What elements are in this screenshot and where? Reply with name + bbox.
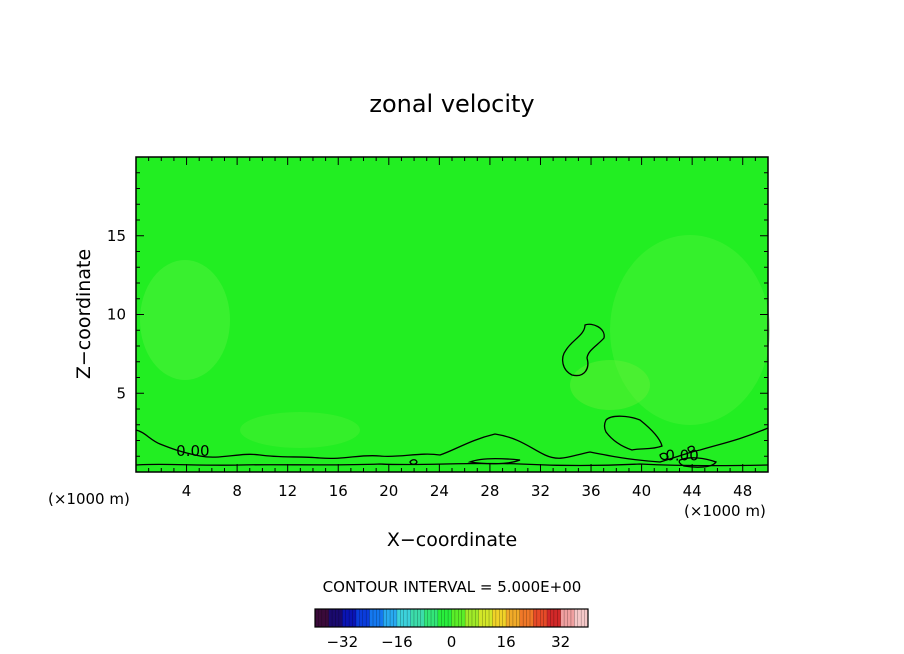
colorbar-tick-label: 32 — [551, 633, 570, 651]
field-shading — [140, 235, 770, 448]
colorbar-tick-label: −16 — [381, 633, 413, 651]
y-tick-label: 5 — [116, 384, 126, 402]
contour-line — [135, 427, 769, 463]
contour-line — [678, 457, 718, 468]
colorbar-tick-label: 16 — [497, 633, 516, 651]
contour-line — [603, 415, 663, 451]
colorbar-tick-label: −32 — [326, 633, 358, 651]
x-tick-label: 36 — [581, 482, 600, 500]
colorbar-ticks: −32 −16 0 16 32 — [326, 633, 570, 651]
contour-line — [687, 445, 695, 453]
colorbar — [314, 608, 589, 628]
x-tick-label: 28 — [480, 482, 499, 500]
x-tick-label: 40 — [632, 482, 651, 500]
x-tick-label: 20 — [379, 482, 398, 500]
contour-line — [561, 323, 605, 377]
x-axis-label: X−coordinate — [387, 529, 517, 551]
contour-interval-text: CONTOUR INTERVAL = 5.000E+00 — [323, 578, 582, 596]
x-tick-label: 4 — [182, 482, 192, 500]
colorbar-tick-label: 0 — [447, 633, 457, 651]
contour-line — [467, 458, 521, 465]
x-tick-label: 8 — [232, 482, 242, 500]
chart-title: zonal velocity — [369, 90, 534, 118]
x-tick-label: 24 — [430, 482, 449, 500]
x-unit-label-left: (×1000 m) — [48, 490, 130, 508]
contour-line — [659, 452, 669, 461]
contour-line — [135, 462, 769, 467]
contour-label: 0.00 — [665, 447, 698, 465]
x-unit-label-right: (×1000 m) — [684, 502, 766, 520]
y-tick-label: 15 — [107, 227, 126, 245]
x-tick-label: 16 — [329, 482, 348, 500]
x-axis: 4 8 12 16 20 24 28 32 36 40 44 48 — [148, 157, 756, 500]
colorbar-frame — [314, 608, 589, 628]
contour-lines — [135, 323, 769, 468]
contour-line — [409, 459, 418, 465]
contour-labels: 0.00 0.00 — [176, 442, 699, 465]
y-axis-label: Z−coordinate — [73, 249, 95, 379]
velocity-field — [136, 157, 768, 472]
contour-label: 0.00 — [176, 442, 209, 460]
x-tick-label: 12 — [278, 482, 297, 500]
x-tick-label: 32 — [531, 482, 550, 500]
x-tick-label: 48 — [733, 482, 752, 500]
x-tick-label: 44 — [683, 482, 702, 500]
y-tick-label: 10 — [107, 306, 126, 324]
y-axis: 5 10 15 — [107, 172, 768, 457]
